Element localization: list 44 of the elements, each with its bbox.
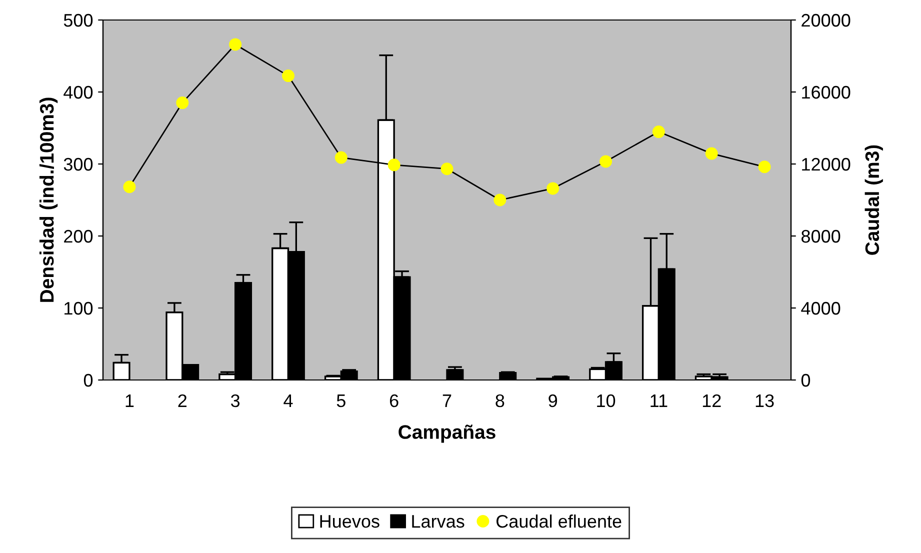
- y-tick-label: 100: [64, 302, 93, 315]
- y2-tick-label: 8000: [802, 230, 840, 243]
- y2-tick-label: 16000: [802, 86, 850, 99]
- point: [334, 151, 348, 164]
- y2-axis-title: Caudal (m3): [864, 145, 883, 255]
- x-tick-label: 12: [702, 394, 721, 407]
- point: [758, 160, 771, 174]
- x-axis-title: Campañas: [398, 424, 496, 443]
- y-axis-title: Densidad (ind./100m3): [39, 98, 58, 302]
- x-tick-label: 4: [284, 394, 293, 407]
- point: [705, 147, 718, 160]
- x-tick-label: 1: [126, 394, 134, 407]
- x-tick-label: 9: [548, 394, 558, 408]
- point: [229, 38, 242, 51]
- x-tick-label: 2: [178, 394, 186, 407]
- point: [652, 126, 665, 138]
- x-tick-label: 13: [756, 394, 774, 408]
- point: [176, 96, 189, 110]
- x-tick-label: 6: [390, 394, 398, 408]
- point: [123, 180, 136, 194]
- legend-label: Larvas: [412, 515, 464, 528]
- y2-tick-label: 12000: [802, 158, 850, 171]
- y-tick-label: 500: [64, 14, 93, 27]
- y-tick-label: 200: [64, 230, 93, 243]
- x-tick-label: 3: [230, 394, 240, 408]
- y2-tick-label: 20000: [802, 14, 850, 27]
- point: [440, 162, 454, 176]
- y-tick-label: 300: [64, 158, 93, 171]
- point: [388, 158, 400, 172]
- point: [282, 70, 294, 82]
- point: [600, 155, 612, 168]
- x-tick-label: 7: [442, 394, 452, 407]
- y2-tick-label: 4000: [801, 302, 840, 315]
- x-tick-label: 8: [496, 394, 504, 408]
- legend-label: Huevos: [320, 515, 380, 528]
- point: [546, 182, 560, 195]
- x-tick-label: 5: [336, 394, 346, 408]
- legend-label: Caudal efluente: [496, 514, 622, 528]
- point: [494, 194, 506, 206]
- y-tick-label: 400: [64, 86, 93, 99]
- y-tick-label: 0: [84, 374, 93, 387]
- x-tick-label: 10: [597, 394, 616, 408]
- x-tick-label: 11: [650, 394, 668, 407]
- y2-tick-label: 0: [801, 374, 810, 387]
